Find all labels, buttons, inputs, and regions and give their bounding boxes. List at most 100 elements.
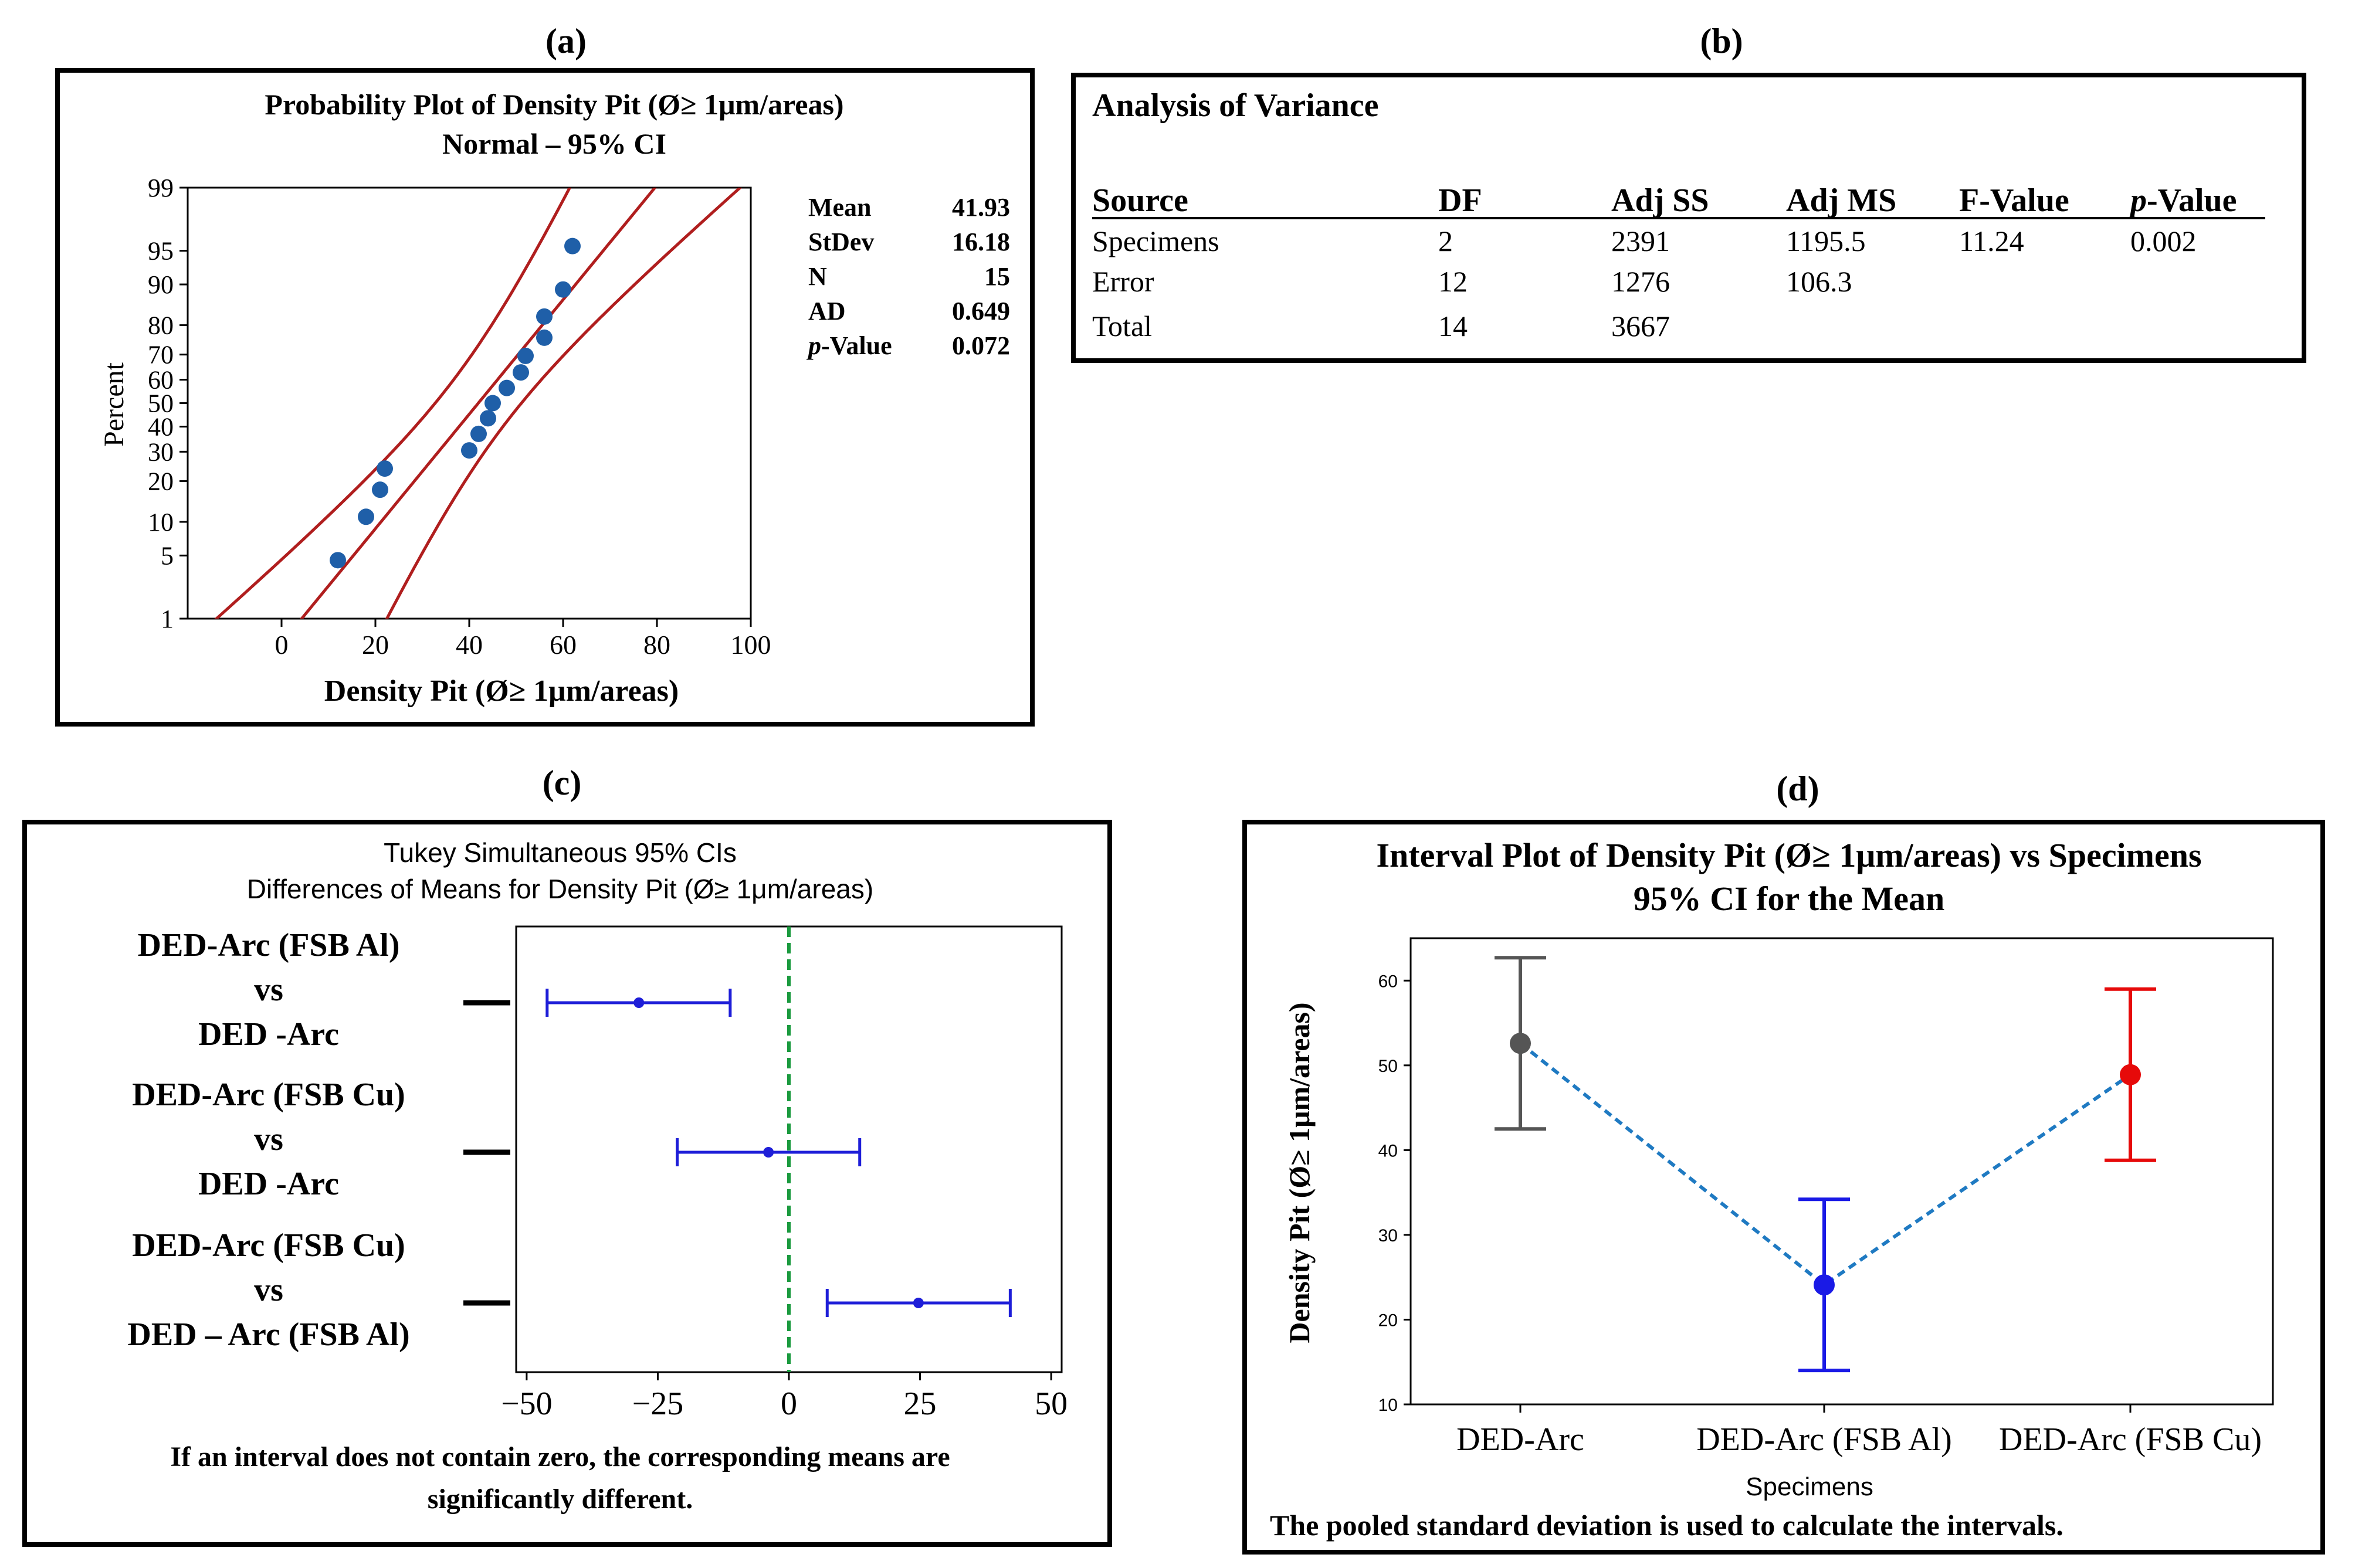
panel-b-cell: 1195.5	[1786, 225, 1866, 257]
panel-a-stat-label: Mean	[808, 193, 872, 222]
panel-a-frame	[55, 68, 1035, 727]
panel-b-cell: Specimens	[1092, 225, 1219, 257]
panel-a-ytick-label: 30	[148, 437, 174, 466]
panel-d-ylabel: Density Pit (Ø≥ 1μm/areas)	[1283, 1002, 1316, 1343]
panel-a-data-point	[564, 237, 581, 254]
panel-c-category-label: DED – Arc (FSB Al)	[127, 1316, 409, 1353]
panel-d-mean-point	[2120, 1064, 2141, 1085]
panel-a-xtick-label: 60	[550, 630, 577, 660]
panel-a-xlabel: Density Pit (Ø≥ 1μm/areas)	[324, 674, 679, 708]
panel-b-cell: 2391	[1611, 225, 1670, 257]
panel-d-frame	[1242, 820, 2325, 1555]
panel-a-data-point	[536, 329, 553, 346]
panel-c-category-label: vs	[254, 1272, 283, 1308]
panel-c-footnote: If an interval does not contain zero, th…	[170, 1441, 950, 1472]
panel-a-xtick-label: 80	[643, 630, 670, 660]
panel-d-plot-frame	[1409, 937, 2274, 1406]
panel-a-ytick-label: 10	[148, 508, 174, 537]
panel-a-data-point	[358, 508, 374, 525]
panel-b-col-header: Source	[1092, 182, 1188, 219]
panel-d-mean-point	[1814, 1274, 1835, 1296]
panel-b-cell: 3667	[1611, 310, 1670, 342]
panel-d-subtitle: 95% CI for the Mean	[1634, 880, 1945, 918]
panel-c-category-label: DED -Arc	[198, 1016, 339, 1053]
panel-a-ytick-label: 99	[148, 174, 174, 202]
panel-d-xtick-label: DED-Arc	[1456, 1421, 1584, 1458]
panel-b-frame	[1071, 73, 2306, 363]
panel-a-ytick-label: 20	[148, 467, 174, 495]
panel-b-cell: 11.24	[1959, 225, 2024, 257]
panel-a-stat-label: p-Value	[806, 331, 892, 360]
panel-a-subtitle: Normal – 95% CI	[442, 127, 666, 160]
panel-a-ytick-label: 5	[161, 541, 174, 570]
panel-a-stat-value: 41.93	[952, 193, 1010, 222]
panel-b-cell: 14	[1438, 310, 1468, 342]
panel-a-stat-label-italic: p	[806, 331, 821, 360]
panel-a-xtick-label: 100	[731, 630, 771, 660]
panel-c-frame	[22, 820, 1112, 1547]
panel-d-ytick-label: 30	[1378, 1226, 1398, 1245]
panel-d-mean-connect-line	[1519, 1041, 2132, 1287]
panel-c-category-label: DED-Arc (FSB Cu)	[132, 1077, 405, 1113]
panel-c-xtick-label: 0	[781, 1386, 797, 1422]
panel-a-plot-frame	[187, 186, 752, 620]
panel-a-data-point	[484, 395, 501, 412]
panel-b-cell: Error	[1092, 265, 1154, 298]
panel-d-mean-point	[1510, 1033, 1531, 1054]
panel-c: (c) Tukey Simultaneous 95% CIs Differences…	[22, 763, 1112, 1547]
panel-d: (d) Interval Plot of Density Pit (Ø≥ 1μm/…	[1242, 769, 2325, 1555]
panel-a-data-point	[461, 442, 477, 459]
panel-b-col-header: p-Value	[2128, 182, 2237, 219]
panel-a: (a) Probability Plot of Density Pit (Ø≥ 1…	[55, 22, 1035, 727]
panel-d-ytick-label: 60	[1378, 972, 1398, 991]
panel-b-cell: Total	[1092, 310, 1152, 342]
panel-b-cell: 2	[1438, 225, 1453, 257]
panel-a-xtick-label: 20	[362, 630, 389, 660]
panel-a-ytick-label: 90	[148, 270, 174, 299]
panel-a-ytick-label: 80	[148, 311, 174, 340]
panel-a-xtick-label: 40	[456, 630, 483, 660]
panel-b-cell: 106.3	[1786, 265, 1852, 298]
panel-a-stat-label: AD	[808, 297, 846, 325]
panel-a-stat-value: 0.072	[952, 331, 1010, 360]
panel-b-col-header: Adj SS	[1611, 182, 1709, 219]
panel-d-title: Interval Plot of Density Pit (Ø≥ 1μm/are…	[1376, 836, 2201, 874]
panel-d-xlabel: Specimens	[1746, 1472, 1873, 1501]
panel-a-xtick-label: 0	[275, 630, 289, 660]
panel-c-mean-point	[633, 997, 645, 1008]
panel-b-cell: 12	[1438, 265, 1468, 298]
panel-a-stat-label: N	[808, 262, 827, 291]
panel-a-ytick-label: 1	[161, 605, 174, 633]
panel-c-category-label: DED -Arc	[198, 1166, 339, 1202]
panel-a-ytick-label: 70	[148, 341, 174, 369]
panel-a-ci-upper-band	[214, 188, 572, 619]
panel-c-category-label: vs	[254, 1121, 283, 1158]
panel-b-col-header: DF	[1438, 182, 1482, 219]
panel-c-xtick-label: −50	[501, 1386, 553, 1422]
panel-a-data-point	[536, 308, 553, 325]
panel-a-ytick-label: 95	[148, 237, 174, 266]
panel-c-mean-point	[763, 1147, 774, 1158]
panel-a-data-point	[513, 364, 529, 381]
panel-a-title: Probability Plot of Density Pit (Ø≥ 1μm/…	[265, 88, 843, 121]
panel-b-col-header: Adj MS	[1786, 182, 1896, 219]
panel-a-data-point	[480, 410, 496, 427]
panel-b: (b) Analysis of Variance Source DF Adj SS Adj…	[1071, 22, 2306, 363]
panel-a-ci-lower-band	[385, 188, 743, 619]
panel-c-category-label: DED-Arc (FSB Al)	[138, 927, 400, 963]
panel-d-xtick-label: DED-Arc (FSB Cu)	[1999, 1421, 2262, 1458]
panel-b-col-header: F-Value	[1959, 182, 2069, 219]
panel-c-xtick-label: −25	[632, 1386, 684, 1422]
panel-a-ytick-label: 50	[148, 389, 174, 418]
panel-a-data-point	[372, 481, 388, 498]
panel-a-fit-group	[214, 188, 743, 619]
panel-a-data-point	[377, 460, 393, 477]
panel-a-stat-label: StDev	[808, 228, 874, 256]
panel-a-fit-line	[300, 188, 657, 619]
panel-b-cell: 0.002	[2130, 225, 2197, 257]
panel-a-stat-value: 16.18	[952, 228, 1010, 256]
panel-a-data-point	[330, 552, 346, 569]
panel-a-data-point	[517, 347, 534, 364]
panel-c-footnote-2: significantly different.	[428, 1484, 693, 1515]
panel-d-letter: (d)	[1776, 769, 1819, 808]
